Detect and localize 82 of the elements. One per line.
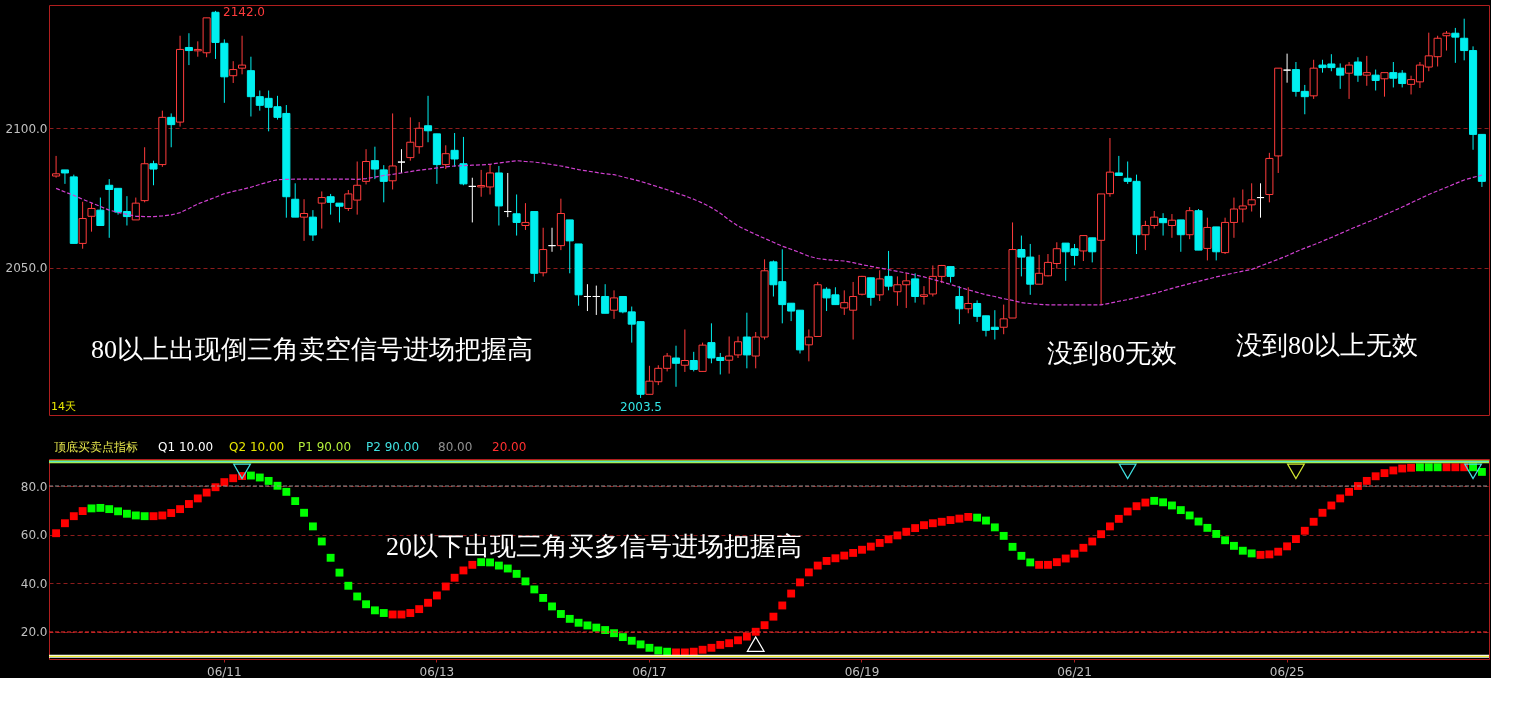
annotation: 20以下出现三角买多信号进场把握高	[386, 532, 802, 561]
ref-line-label: P1 90.00	[298, 440, 352, 454]
candlestick	[87, 202, 96, 233]
candlestick	[1283, 53, 1292, 84]
x-tick-label: 06/21	[1057, 664, 1092, 679]
candlestick	[601, 283, 610, 314]
candlestick	[1362, 55, 1371, 87]
candlestick	[1380, 72, 1389, 98]
y-tick-label: 2100.0	[5, 121, 48, 136]
candlestick	[362, 148, 371, 185]
ref-line-label: P2 90.00	[366, 440, 420, 454]
candlestick	[424, 95, 433, 143]
candlestick	[689, 351, 698, 372]
annotation: 80以上出现倒三角卖空信号进场把握高	[91, 335, 533, 364]
candlestick	[149, 160, 158, 186]
candlestick	[1336, 62, 1345, 90]
candlestick	[450, 132, 459, 168]
candlestick	[609, 289, 619, 320]
candlestick	[459, 136, 468, 186]
y-tick-label: 60.0	[20, 528, 48, 543]
annotation: 没到80无效	[1047, 339, 1177, 368]
candlestick	[671, 345, 681, 388]
candlestick	[1451, 27, 1460, 64]
candlestick	[184, 32, 193, 66]
candlestick	[308, 209, 317, 242]
candlestick	[521, 202, 530, 231]
candlestick	[326, 193, 335, 216]
candlestick	[229, 60, 238, 84]
ref-line-label: 20.00	[492, 440, 527, 454]
candlestick	[300, 198, 309, 242]
y-tick-label: 20.0	[20, 625, 48, 640]
candlestick	[1247, 182, 1256, 213]
candlestick	[1345, 61, 1354, 100]
candlestick	[388, 112, 397, 190]
chart-title: 顶底买卖点指标	[54, 440, 138, 454]
candlestick	[512, 193, 521, 237]
candlestick	[397, 148, 406, 174]
candlestick	[1371, 69, 1380, 92]
candlestick	[60, 169, 69, 185]
annotation: 2003.5	[620, 400, 662, 414]
candlestick	[680, 328, 689, 373]
y-tick-label: 2050.0	[5, 261, 48, 276]
y-tick-label: 40.0	[20, 576, 48, 591]
x-tick-label: 06/25	[1269, 664, 1305, 679]
candlestick	[884, 250, 893, 291]
candlestick	[238, 35, 247, 75]
x-tick-label: 06/17	[632, 664, 667, 679]
candlestick	[335, 202, 344, 223]
candlestick	[866, 277, 875, 307]
candlestick	[1442, 30, 1451, 52]
candlestick	[291, 182, 300, 218]
candlestick	[1079, 235, 1088, 262]
candlestick	[964, 286, 973, 314]
annotation: 14天	[51, 400, 76, 413]
candlestick	[1088, 237, 1097, 263]
candlestick	[96, 197, 105, 227]
x-tick-label: 06/19	[844, 664, 880, 679]
ref-line-label: Q1 10.00	[158, 440, 214, 454]
candlestick	[742, 312, 751, 369]
annotation: 2142.0	[223, 5, 265, 19]
candlestick	[1176, 219, 1185, 253]
candlestick	[955, 285, 964, 325]
candlestick	[539, 227, 548, 277]
candlestick	[131, 197, 140, 221]
candlestick	[1159, 212, 1168, 237]
candlestick	[317, 190, 326, 230]
candlestick	[52, 155, 61, 179]
candlestick	[1353, 56, 1362, 83]
ref-line-label: Q2 10.00	[229, 440, 285, 454]
candlestick	[1203, 217, 1212, 261]
ref-line-label: 80.00	[438, 440, 473, 454]
x-tick-label: 06/13	[419, 664, 455, 679]
candlestick	[1167, 213, 1176, 239]
candlestick	[167, 112, 176, 148]
candlestick	[1114, 155, 1123, 176]
candlestick	[441, 144, 450, 170]
annotation: 没到80以上无效	[1236, 331, 1418, 360]
candlestick	[911, 272, 920, 304]
candlestick	[875, 269, 884, 302]
candlestick	[565, 219, 574, 274]
y-tick-label: 80.0	[20, 479, 48, 494]
x-tick-label: 06/11	[207, 664, 242, 679]
